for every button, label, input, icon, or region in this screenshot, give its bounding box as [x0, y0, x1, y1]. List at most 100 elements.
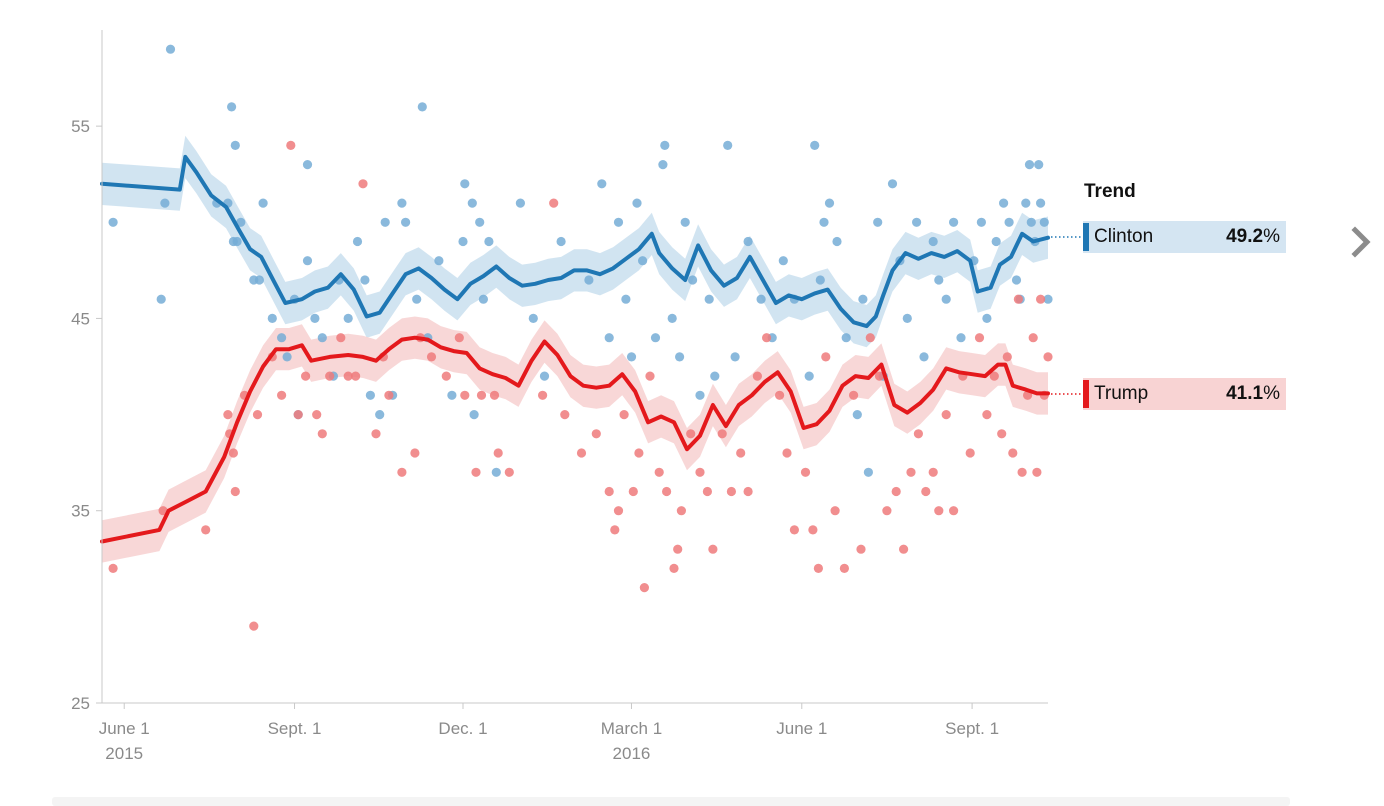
legend-label-trump: Trump [1094, 383, 1149, 404]
clinton-poll-dot [156, 294, 166, 304]
clinton-poll-dot [991, 236, 1001, 247]
clinton-poll-dot [352, 236, 363, 247]
clinton-poll-dot [658, 160, 668, 170]
clinton-poll-dot [887, 179, 898, 189]
clinton-poll-dot [302, 160, 313, 170]
axes: 25 35 45 55 June 1 2015 Sept. 1 Dec. 1 March 1 20… [71, 30, 1048, 763]
trump-poll-dot [613, 506, 624, 516]
clinton-poll-dot [491, 467, 501, 477]
trump-poll-dot [686, 429, 696, 439]
legend-item-clinton[interactable]: Clinton 49.2% [1083, 221, 1286, 253]
clinton-poll-dot [976, 217, 987, 227]
poll-dots [108, 44, 1053, 631]
clinton-poll-dot [852, 410, 862, 420]
clinton-poll-dot [1021, 198, 1031, 208]
clinton-poll-dot [743, 236, 753, 247]
trump-poll-dot [654, 467, 664, 477]
trump-poll-dot [949, 506, 959, 516]
clinton-poll-dot [539, 371, 550, 381]
trump-poll-dot [874, 371, 885, 381]
trump-poll-dot [913, 429, 924, 439]
clinton-poll-dot [638, 256, 648, 266]
trump-poll-dot [1002, 352, 1012, 362]
legend-label-clinton: Clinton [1094, 226, 1154, 247]
trump-poll-dot [813, 563, 824, 574]
clinton-poll-dot [236, 217, 246, 227]
trump-poll-dot [989, 371, 999, 381]
trump-poll-dot [351, 371, 361, 381]
clinton-poll-dot [528, 313, 538, 323]
trump-poll-dot [921, 486, 931, 497]
trump-poll-dot [782, 448, 792, 458]
trump-poll-dot [839, 563, 850, 574]
trump-poll-dot [471, 467, 481, 477]
clinton-poll-dot [841, 333, 851, 343]
clinton-poll-dot [1024, 160, 1035, 170]
clinton-poll-dot [360, 275, 370, 285]
clinton-poll-dot [1036, 198, 1046, 208]
clinton-poll-dot [469, 410, 479, 420]
trump-poll-dot [223, 410, 233, 420]
trump-poll-dot [965, 448, 975, 458]
x-tick-label: Sept. 1 [268, 719, 322, 738]
x-tick-label: June 1 [99, 719, 150, 738]
clinton-poll-dot [310, 313, 320, 323]
x-tick-sublabel: 2015 [105, 744, 143, 763]
clinton-poll-dot [949, 217, 959, 227]
clinton-poll-dot [478, 294, 488, 304]
trump-poll-dot [277, 390, 287, 400]
trump-poll-dot [673, 544, 683, 554]
trump-poll-dot [934, 506, 944, 516]
trump-poll-dot [775, 390, 785, 400]
trump-poll-dot [639, 583, 650, 593]
clinton-poll-dot [556, 236, 566, 247]
trump-poll-dot [1013, 294, 1024, 304]
trump-poll-dot [286, 140, 296, 150]
clinton-poll-dot [1043, 294, 1053, 304]
clinton-swatch [1083, 223, 1089, 251]
legend-item-trump[interactable]: Trump 41.1% [1083, 378, 1286, 410]
trump-poll-dot [865, 333, 875, 343]
trump-poll-dot [762, 333, 772, 343]
y-tick-label: 35 [71, 502, 90, 521]
trump-poll-dot [676, 506, 687, 516]
trump-poll-dot [371, 429, 381, 439]
trump-poll-dot [384, 390, 394, 400]
trump-poll-dot [717, 429, 727, 439]
trump-poll-dot [645, 371, 655, 381]
trend-lines [100, 154, 1050, 544]
x-tick-label: Dec. 1 [438, 719, 487, 738]
trump-poll-dot [343, 371, 353, 381]
trump-poll-dot [441, 371, 451, 381]
trump-poll-dot [830, 506, 840, 516]
clinton-poll-dot [232, 236, 242, 247]
trump-poll-dot [108, 563, 118, 574]
x-tick-sublabel: 2016 [613, 744, 651, 763]
clinton-poll-dot [999, 198, 1009, 208]
clinton-poll-dot [650, 333, 661, 343]
clinton-poll-dot [515, 198, 526, 208]
trump-poll-dot [821, 352, 831, 362]
trump-poll-dot [1036, 294, 1046, 304]
trump-poll-dot [1028, 333, 1038, 343]
clinton-poll-dot [604, 333, 614, 343]
trump-poll-dot [252, 410, 263, 420]
trump-poll-dot [476, 390, 487, 400]
clinton-poll-dot [710, 371, 720, 381]
x-tick-label: March 1 [601, 719, 662, 738]
clinton-poll-dot [160, 198, 170, 208]
clinton-poll-dot [458, 236, 468, 247]
clinton-poll-dot [1011, 275, 1022, 285]
trump-poll-dot [849, 390, 859, 400]
clinton-poll-dot [397, 198, 407, 208]
clinton-poll-dot [919, 352, 929, 362]
trump-poll-dot [336, 333, 346, 343]
trump-poll-dot [634, 448, 644, 458]
trump-poll-dot [743, 486, 753, 497]
trump-poll-dot [882, 506, 892, 516]
trump-poll-dot [504, 467, 514, 477]
clinton-poll-dot [484, 236, 494, 247]
clinton-poll-dot [621, 294, 631, 304]
chevron-right-icon[interactable] [1348, 224, 1378, 260]
